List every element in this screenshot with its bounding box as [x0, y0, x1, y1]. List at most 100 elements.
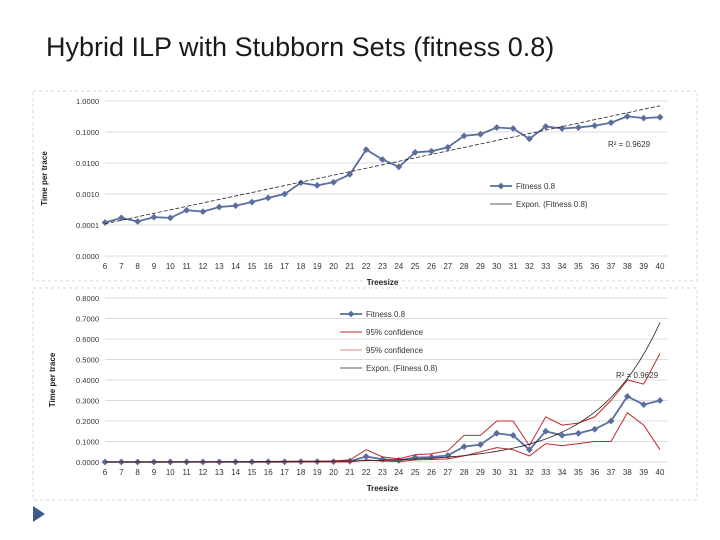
chart1-xtick-label: 33 [541, 262, 550, 271]
chart1-xtick-label: 30 [492, 262, 501, 271]
chart1-xtick-label: 15 [247, 262, 256, 271]
chart2-data-point [362, 453, 370, 460]
chart2-data-point [591, 425, 599, 433]
chart1-xtick-label: 18 [296, 262, 305, 271]
chart2-xtick-label: 36 [590, 468, 599, 477]
chart1-data-point [558, 125, 566, 132]
chart2-legend-label: Expon. (Fitness 0.8) [366, 364, 438, 373]
chart1-data-point [542, 123, 550, 130]
chart2-data-point [607, 417, 615, 425]
chart1-plot: 1.0000 0.1000 0.0100 0.0010 0.0001 0.0000 6 7 8 9… [40, 97, 668, 287]
chart1-xlabel: Treesize [367, 278, 399, 287]
chart2-xtick-label: 28 [460, 468, 469, 477]
chart2-xtick-label: 38 [623, 468, 632, 477]
chart1-xtick-label: 36 [590, 262, 599, 271]
chart2-ytick-label: 0.4000 [76, 376, 99, 385]
chart2-r-squared: R² = 0.9629 [616, 371, 659, 380]
chart2-xtick-label: 33 [541, 468, 550, 477]
slide-title: Hybrid ILP with Stubborn Sets (fitness 0… [46, 32, 555, 62]
chart1-ytick-label: 0.0000 [76, 252, 99, 261]
chart2-xtick-label: 37 [607, 468, 616, 477]
chart2-frame [32, 287, 698, 501]
chart1-xtick-label: 17 [280, 262, 289, 271]
chart2-ytick-label: 0.8000 [76, 294, 99, 303]
chart1-xtick-label: 6 [103, 262, 108, 271]
chart1-r-squared: R² = 0.9629 [608, 140, 651, 149]
chart1-xtick-label: 28 [460, 262, 469, 271]
chart2-ytick-label: 0.0000 [76, 458, 99, 467]
chart1-data-point [411, 148, 419, 156]
chart2-data-point [526, 446, 533, 454]
chart2-legend-label: 95% confidence [366, 346, 423, 355]
chart1-xtick-label: 29 [476, 262, 485, 271]
chart1-xtick-label: 25 [411, 262, 420, 271]
chart2-plot: 0.8000 0.7000 0.6000 0.5000 0.4000 0.3000 0.20… [48, 294, 668, 493]
chart2-ytick-label: 0.2000 [76, 417, 99, 426]
chart1-legend-label: Fitness 0.8 [516, 182, 556, 191]
chart1-data-point [460, 132, 468, 140]
chart2-data-point [460, 443, 468, 451]
chart1-frame [32, 90, 698, 282]
chart1-data-point [183, 206, 191, 214]
chart1-xtick-label: 32 [525, 262, 534, 271]
chart2-xtick-label: 9 [152, 468, 157, 477]
chart1-xtick-label: 12 [198, 262, 207, 271]
next-slide-arrow-icon[interactable] [33, 506, 45, 522]
chart1-data-point [444, 143, 452, 151]
chart1-data-point [379, 156, 386, 163]
chart2-legend-label: 95% confidence [366, 328, 423, 337]
chart1-xtick-label: 21 [345, 262, 354, 271]
chart1-data-point [101, 219, 109, 226]
chart1-xtick-label: 37 [607, 262, 616, 271]
chart2-series-line-0 [105, 395, 661, 463]
chart1-data-point [150, 213, 158, 221]
chart2-xtick-label: 14 [231, 468, 240, 477]
chart2-xtick-label: 19 [313, 468, 322, 477]
chart2-ytick-label: 0.7000 [76, 315, 99, 324]
chart1-legend-marker [497, 182, 505, 190]
chart2-xtick-label: 17 [280, 468, 289, 477]
chart2-data-point [493, 429, 501, 437]
chart1-data-point [166, 214, 174, 222]
chart1-data-point [248, 198, 256, 206]
chart1-xtick-label: 19 [313, 262, 322, 271]
chart2-xtick-label: 8 [135, 468, 140, 477]
chart2-xtick-label: 21 [345, 468, 354, 477]
chart1-xtick-label: 40 [656, 262, 665, 271]
chart2-data-point [428, 453, 435, 461]
chart2-data-point [623, 393, 631, 400]
chart1-data-point [526, 135, 533, 143]
chart1-ytick-label: 0.0010 [76, 190, 99, 199]
chart1-xtick-label: 24 [394, 262, 403, 271]
chart2-data-point [640, 401, 648, 408]
chart1-data-point [281, 190, 288, 198]
chart1-data-point [607, 119, 615, 127]
chart1-ytick-label: 0.0001 [76, 221, 99, 230]
chart2-data-point [558, 431, 566, 439]
chart1-data-point [509, 125, 517, 132]
chart1-data-point [574, 124, 582, 131]
chart1-data-point [477, 130, 484, 138]
chart1-ylabel: Time per trace [40, 151, 49, 206]
chart2-ytick-label: 0.5000 [76, 356, 99, 365]
chart2-xtick-label: 31 [509, 468, 518, 477]
chart2-ytick-label: 0.1000 [76, 438, 99, 447]
chart2-legend-marker [347, 310, 355, 318]
chart2-ytick-label: 0.6000 [76, 335, 99, 344]
chart1-xtick-label: 38 [623, 262, 632, 271]
chart2-xlabel: Treesize [367, 484, 399, 493]
chart1-xtick-label: 11 [182, 262, 191, 271]
chart2-data-point [656, 397, 664, 404]
chart1-xtick-label: 39 [639, 262, 648, 271]
chart2-xtick-label: 40 [656, 468, 665, 477]
chart1-xtick-label: 7 [119, 262, 124, 271]
chart1-data-point [232, 202, 239, 210]
chart1-data-point [313, 181, 321, 189]
chart2-xtick-label: 22 [362, 468, 371, 477]
chart2-data-point [542, 427, 550, 435]
chart2-ytick-label: 0.3000 [76, 397, 99, 406]
chart2-xtick-label: 26 [427, 468, 436, 477]
chart2-xtick-label: 27 [443, 468, 452, 477]
chart1-xtick-label: 14 [231, 262, 240, 271]
